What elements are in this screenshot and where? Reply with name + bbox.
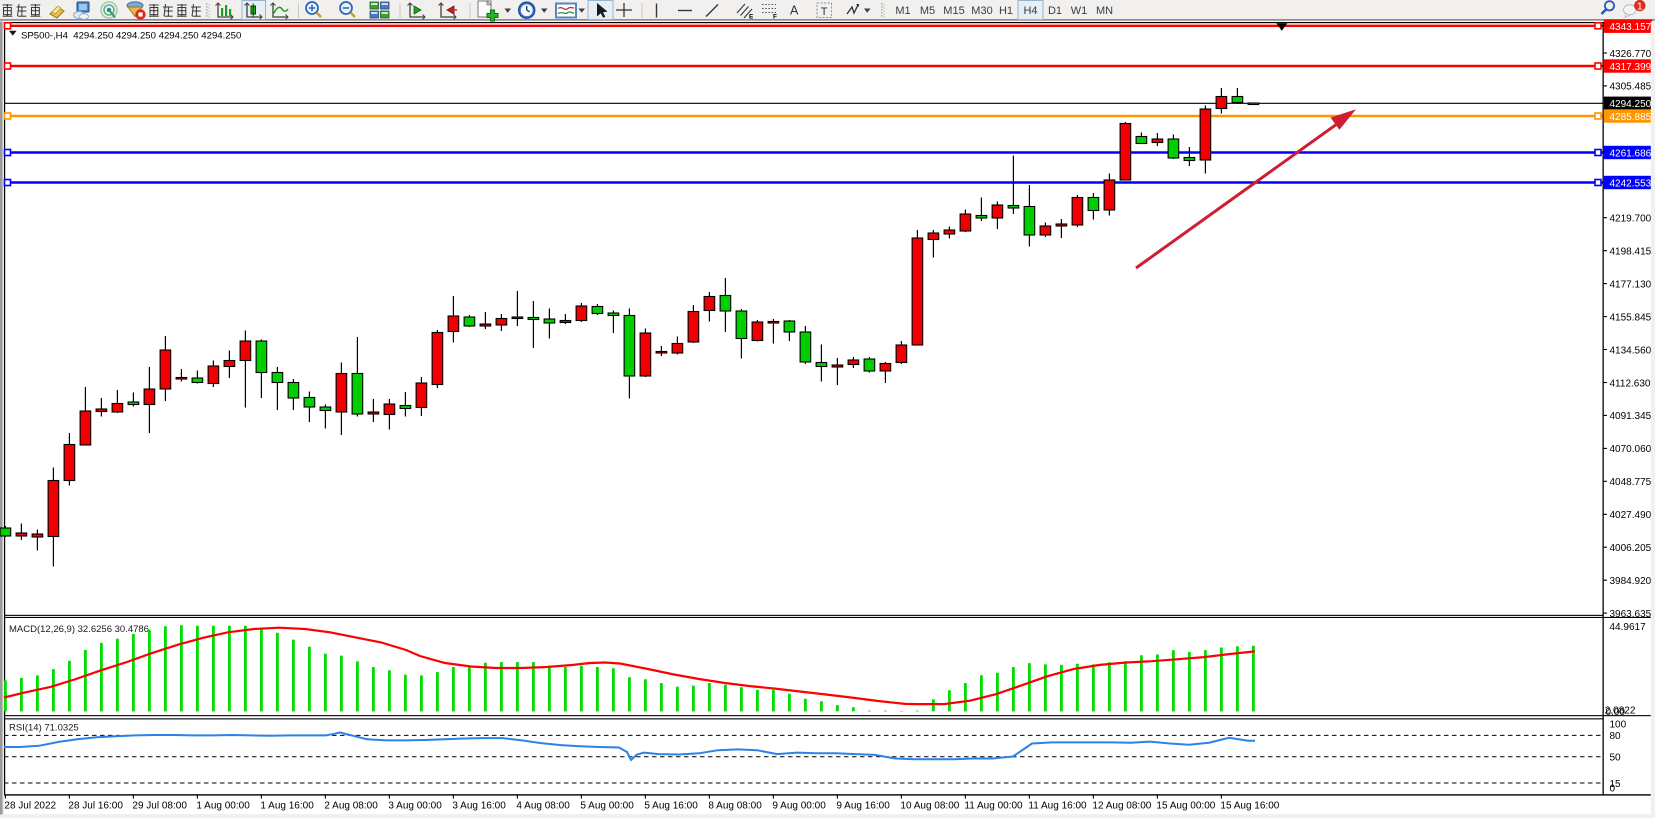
svg-text:4198.415: 4198.415: [1610, 247, 1652, 258]
svg-text:50: 50: [1610, 753, 1622, 764]
svg-text:4343.157: 4343.157: [1610, 22, 1652, 33]
svg-text:A: A: [790, 4, 799, 18]
svg-text:D1: D1: [1048, 5, 1062, 17]
svg-text:4112.630: 4112.630: [1610, 378, 1651, 389]
svg-text:W1: W1: [1071, 5, 1088, 17]
svg-text:28 Jul 16:00: 28 Jul 16:00: [68, 801, 123, 812]
svg-text:4091.345: 4091.345: [1610, 411, 1652, 422]
svg-text:0.00: 0.00: [1606, 707, 1626, 718]
svg-text:2.0822: 2.0822: [1605, 706, 1636, 717]
svg-text:M15: M15: [943, 5, 964, 17]
svg-text:4326.770: 4326.770: [1610, 49, 1652, 60]
svg-text:M30: M30: [971, 5, 992, 17]
svg-text:4177.130: 4177.130: [1610, 279, 1652, 290]
svg-text:4242.553: 4242.553: [1610, 178, 1652, 189]
svg-text:3984.920: 3984.920: [1610, 576, 1652, 587]
svg-text:4285.885: 4285.885: [1610, 112, 1652, 123]
svg-text:1 Aug 16:00: 1 Aug 16:00: [260, 801, 314, 812]
svg-text:2 Aug 08:00: 2 Aug 08:00: [324, 801, 378, 812]
svg-text:4219.700: 4219.700: [1610, 214, 1652, 225]
svg-text:M1: M1: [895, 5, 910, 17]
svg-text:M5: M5: [920, 5, 935, 17]
svg-text:4048.775: 4048.775: [1610, 477, 1652, 488]
svg-text:44.9617: 44.9617: [1610, 622, 1647, 633]
svg-text:T: T: [821, 6, 828, 18]
svg-text:3963.635: 3963.635: [1610, 609, 1652, 620]
svg-text:MN: MN: [1096, 5, 1113, 17]
svg-text:MACD(12,26,9) 32.6256 30.4786: MACD(12,26,9) 32.6256 30.4786: [9, 624, 149, 635]
svg-text:4134.560: 4134.560: [1610, 345, 1652, 356]
svg-text:28 Jul 2022: 28 Jul 2022: [4, 801, 56, 812]
svg-text:SP500-,H4 4294.250 4294.250 4: SP500-,H4 4294.250 4294.250 4294.250 429…: [21, 31, 241, 42]
svg-text:80: 80: [1610, 731, 1622, 742]
svg-text:9 Aug 16:00: 9 Aug 16:00: [836, 801, 890, 812]
svg-text:RSI(14) 71.0325: RSI(14) 71.0325: [9, 723, 79, 734]
svg-text:E: E: [749, 14, 754, 21]
svg-text:4006.205: 4006.205: [1610, 543, 1652, 554]
svg-text:H1: H1: [999, 5, 1013, 17]
svg-text:15: 15: [1610, 779, 1622, 790]
svg-text:1: 1: [1637, 1, 1643, 13]
svg-text:29 Jul 08:00: 29 Jul 08:00: [132, 801, 187, 812]
svg-text:0: 0: [1610, 784, 1616, 795]
svg-text:4317.399: 4317.399: [1610, 62, 1652, 73]
svg-text:4294.250: 4294.250: [1610, 99, 1652, 110]
svg-text:4070.060: 4070.060: [1610, 444, 1652, 455]
svg-text:4155.845: 4155.845: [1610, 312, 1652, 323]
svg-text:1 Aug 00:00: 1 Aug 00:00: [196, 801, 250, 812]
svg-text:15 Aug 16:00: 15 Aug 16:00: [1220, 801, 1279, 812]
svg-text:11 Aug 16:00: 11 Aug 16:00: [1028, 801, 1087, 812]
svg-text:8 Aug 08:00: 8 Aug 08:00: [708, 801, 762, 812]
svg-text:100: 100: [1610, 719, 1627, 730]
svg-text:12 Aug 08:00: 12 Aug 08:00: [1092, 801, 1151, 812]
svg-text:15 Aug 00:00: 15 Aug 00:00: [1156, 801, 1215, 812]
svg-text:3 Aug 16:00: 3 Aug 16:00: [452, 801, 506, 812]
svg-text:4305.485: 4305.485: [1610, 82, 1652, 93]
svg-text:4 Aug 08:00: 4 Aug 08:00: [516, 801, 570, 812]
svg-text:5 Aug 00:00: 5 Aug 00:00: [580, 801, 634, 812]
svg-text:H4: H4: [1023, 5, 1037, 17]
svg-text:F: F: [773, 14, 777, 21]
svg-text:3 Aug 00:00: 3 Aug 00:00: [388, 801, 442, 812]
svg-text:10 Aug 08:00: 10 Aug 08:00: [900, 801, 959, 812]
svg-text:5 Aug 16:00: 5 Aug 16:00: [644, 801, 698, 812]
svg-text:9 Aug 00:00: 9 Aug 00:00: [772, 801, 826, 812]
svg-text:4261.686: 4261.686: [1610, 148, 1652, 159]
svg-text:11 Aug 00:00: 11 Aug 00:00: [964, 801, 1023, 812]
svg-text:4027.490: 4027.490: [1610, 510, 1652, 521]
